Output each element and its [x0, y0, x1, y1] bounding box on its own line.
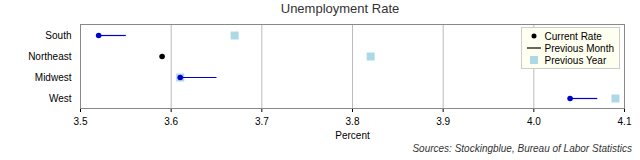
svg-text:3.7: 3.7	[255, 116, 269, 127]
svg-text:Midwest: Midwest	[35, 72, 72, 83]
svg-text:3.6: 3.6	[164, 116, 178, 127]
html-text:Sources: Stockingblue, Bureau: Sources: Stockingblue, Bureau of Labor S…	[412, 143, 632, 154]
svg-text:West: West	[49, 93, 72, 104]
svg-text:3.5: 3.5	[74, 116, 88, 127]
html-text:Unemployment Rate: Unemployment Rate	[280, 1, 400, 16]
svg-text:Percent: Percent	[335, 130, 370, 141]
html-text:Previous Year: Previous Year	[544, 54, 607, 66]
svg-text:4.0: 4.0	[527, 116, 541, 127]
html-text:Current Rate: Current Rate	[544, 30, 602, 42]
svg-text:4.1: 4.1	[618, 116, 632, 127]
svg-text:South: South	[45, 30, 71, 41]
html-text:Previous Month: Previous Month	[544, 42, 614, 54]
svg-text:3.8: 3.8	[346, 116, 360, 127]
svg-text:3.9: 3.9	[436, 116, 450, 127]
svg-text:Northeast: Northeast	[28, 51, 72, 62]
